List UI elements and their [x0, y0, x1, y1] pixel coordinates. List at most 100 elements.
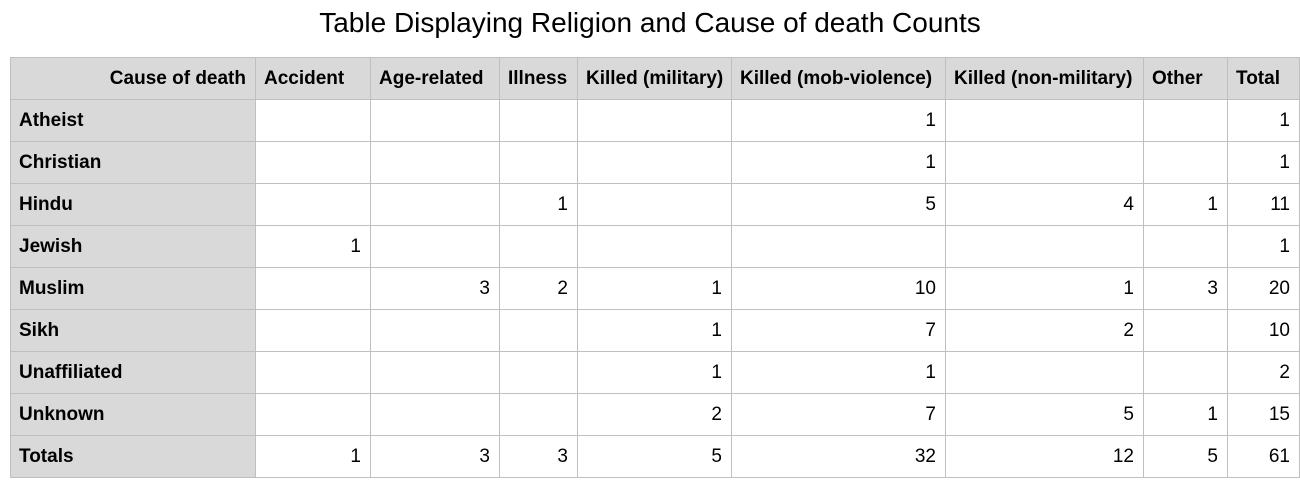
table-cell[interactable]	[370, 393, 500, 436]
table-cell[interactable]	[255, 183, 371, 226]
table-row: Muslim 3 2 1 10 1 3 20	[10, 267, 1300, 310]
table-cell[interactable]	[370, 225, 500, 268]
row-header[interactable]: Totals	[10, 435, 256, 478]
table-cell[interactable]: 4	[945, 183, 1144, 226]
table-cell[interactable]	[1143, 351, 1228, 394]
table-cell[interactable]	[499, 393, 578, 436]
column-header[interactable]: Killed (military)	[577, 57, 732, 100]
table-cell[interactable]: 2	[945, 309, 1144, 352]
corner-header[interactable]: Cause of death	[10, 57, 256, 100]
column-header[interactable]: Illness	[499, 57, 578, 100]
column-header[interactable]: Accident	[255, 57, 371, 100]
table-cell[interactable]: 1	[499, 183, 578, 226]
table-cell[interactable]: 1	[577, 309, 732, 352]
table-cell[interactable]: 2	[1227, 351, 1300, 394]
row-header[interactable]: Unknown	[10, 393, 256, 436]
table-row: Sikh 1 7 2 10	[10, 309, 1300, 352]
table-cell[interactable]	[255, 99, 371, 142]
table-cell[interactable]	[370, 309, 500, 352]
table-cell[interactable]: 10	[1227, 309, 1300, 352]
table-cell[interactable]	[577, 225, 732, 268]
table-cell[interactable]: 10	[731, 267, 946, 310]
table-cell[interactable]	[255, 351, 371, 394]
table-cell[interactable]: 1	[255, 435, 371, 478]
table-cell[interactable]	[499, 141, 578, 184]
table-cell[interactable]	[577, 141, 732, 184]
table-row: Christian 1 1	[10, 141, 1300, 184]
table-row: Atheist 1 1	[10, 99, 1300, 142]
column-header[interactable]: Age-related	[370, 57, 500, 100]
table-row: Hindu 1 5 4 1 11	[10, 183, 1300, 226]
table-cell[interactable]: 1	[1227, 99, 1300, 142]
table-cell[interactable]: 15	[1227, 393, 1300, 436]
column-header[interactable]: Killed (non-military)	[945, 57, 1144, 100]
table-cell[interactable]	[255, 393, 371, 436]
table-row: Unknown 2 7 5 1 15	[10, 393, 1300, 436]
table-cell[interactable]	[255, 141, 371, 184]
table-cell[interactable]: 1	[577, 267, 732, 310]
table-cell[interactable]: 1	[731, 351, 946, 394]
table-cell[interactable]: 1	[1143, 183, 1228, 226]
table-cell[interactable]	[1143, 309, 1228, 352]
table-cell[interactable]: 1	[1227, 225, 1300, 268]
table-cell[interactable]	[499, 351, 578, 394]
table-cell[interactable]: 61	[1227, 435, 1300, 478]
table-cell[interactable]	[1143, 141, 1228, 184]
table-cell[interactable]: 2	[577, 393, 732, 436]
table-cell[interactable]: 1	[1143, 393, 1228, 436]
table-cell[interactable]	[370, 183, 500, 226]
table-cell[interactable]: 1	[577, 351, 732, 394]
table-cell[interactable]	[945, 225, 1144, 268]
table-cell[interactable]: 2	[499, 267, 578, 310]
table-cell[interactable]: 3	[499, 435, 578, 478]
row-header[interactable]: Muslim	[10, 267, 256, 310]
table-cell[interactable]	[370, 141, 500, 184]
table-cell[interactable]: 3	[370, 435, 500, 478]
table-cell[interactable]	[1143, 99, 1228, 142]
table-cell[interactable]	[370, 99, 500, 142]
column-header[interactable]: Other	[1143, 57, 1228, 100]
table-cell[interactable]	[499, 225, 578, 268]
table-cell[interactable]	[370, 351, 500, 394]
table-cell[interactable]: 1	[255, 225, 371, 268]
table-row: Totals 1 3 3 5 32 12 5 61	[10, 435, 1300, 478]
table-cell[interactable]: 3	[370, 267, 500, 310]
row-header[interactable]: Sikh	[10, 309, 256, 352]
table-row: Unaffiliated 1 1 2	[10, 351, 1300, 394]
table-cell[interactable]	[945, 141, 1144, 184]
table-cell[interactable]: 1	[731, 99, 946, 142]
table-cell[interactable]: 1	[1227, 141, 1300, 184]
table-cell[interactable]	[255, 267, 371, 310]
table-cell[interactable]: 1	[945, 267, 1144, 310]
table-cell[interactable]: 5	[731, 183, 946, 226]
row-header[interactable]: Jewish	[10, 225, 256, 268]
table-cell[interactable]: 7	[731, 309, 946, 352]
header-row: Cause of death Accident Age-related Illn…	[10, 57, 1300, 100]
table-cell[interactable]: 12	[945, 435, 1144, 478]
table-cell[interactable]: 3	[1143, 267, 1228, 310]
table-cell[interactable]: 11	[1227, 183, 1300, 226]
table-cell[interactable]: 20	[1227, 267, 1300, 310]
row-header[interactable]: Atheist	[10, 99, 256, 142]
data-table: Cause of death Accident Age-related Illn…	[10, 57, 1300, 478]
table-cell[interactable]: 7	[731, 393, 946, 436]
table-cell[interactable]: 32	[731, 435, 946, 478]
table-cell[interactable]: 5	[577, 435, 732, 478]
row-header[interactable]: Unaffiliated	[10, 351, 256, 394]
column-header[interactable]: Killed (mob-violence)	[731, 57, 946, 100]
table-cell[interactable]	[255, 309, 371, 352]
table-cell[interactable]	[499, 99, 578, 142]
table-cell[interactable]: 5	[1143, 435, 1228, 478]
column-header[interactable]: Total	[1227, 57, 1300, 100]
row-header[interactable]: Hindu	[10, 183, 256, 226]
table-cell[interactable]	[499, 309, 578, 352]
table-cell[interactable]: 1	[731, 141, 946, 184]
row-header[interactable]: Christian	[10, 141, 256, 184]
table-cell[interactable]	[577, 99, 732, 142]
table-cell[interactable]	[945, 351, 1144, 394]
table-cell[interactable]	[1143, 225, 1228, 268]
table-cell[interactable]: 5	[945, 393, 1144, 436]
table-cell[interactable]	[731, 225, 946, 268]
table-cell[interactable]	[945, 99, 1144, 142]
table-cell[interactable]	[577, 183, 732, 226]
